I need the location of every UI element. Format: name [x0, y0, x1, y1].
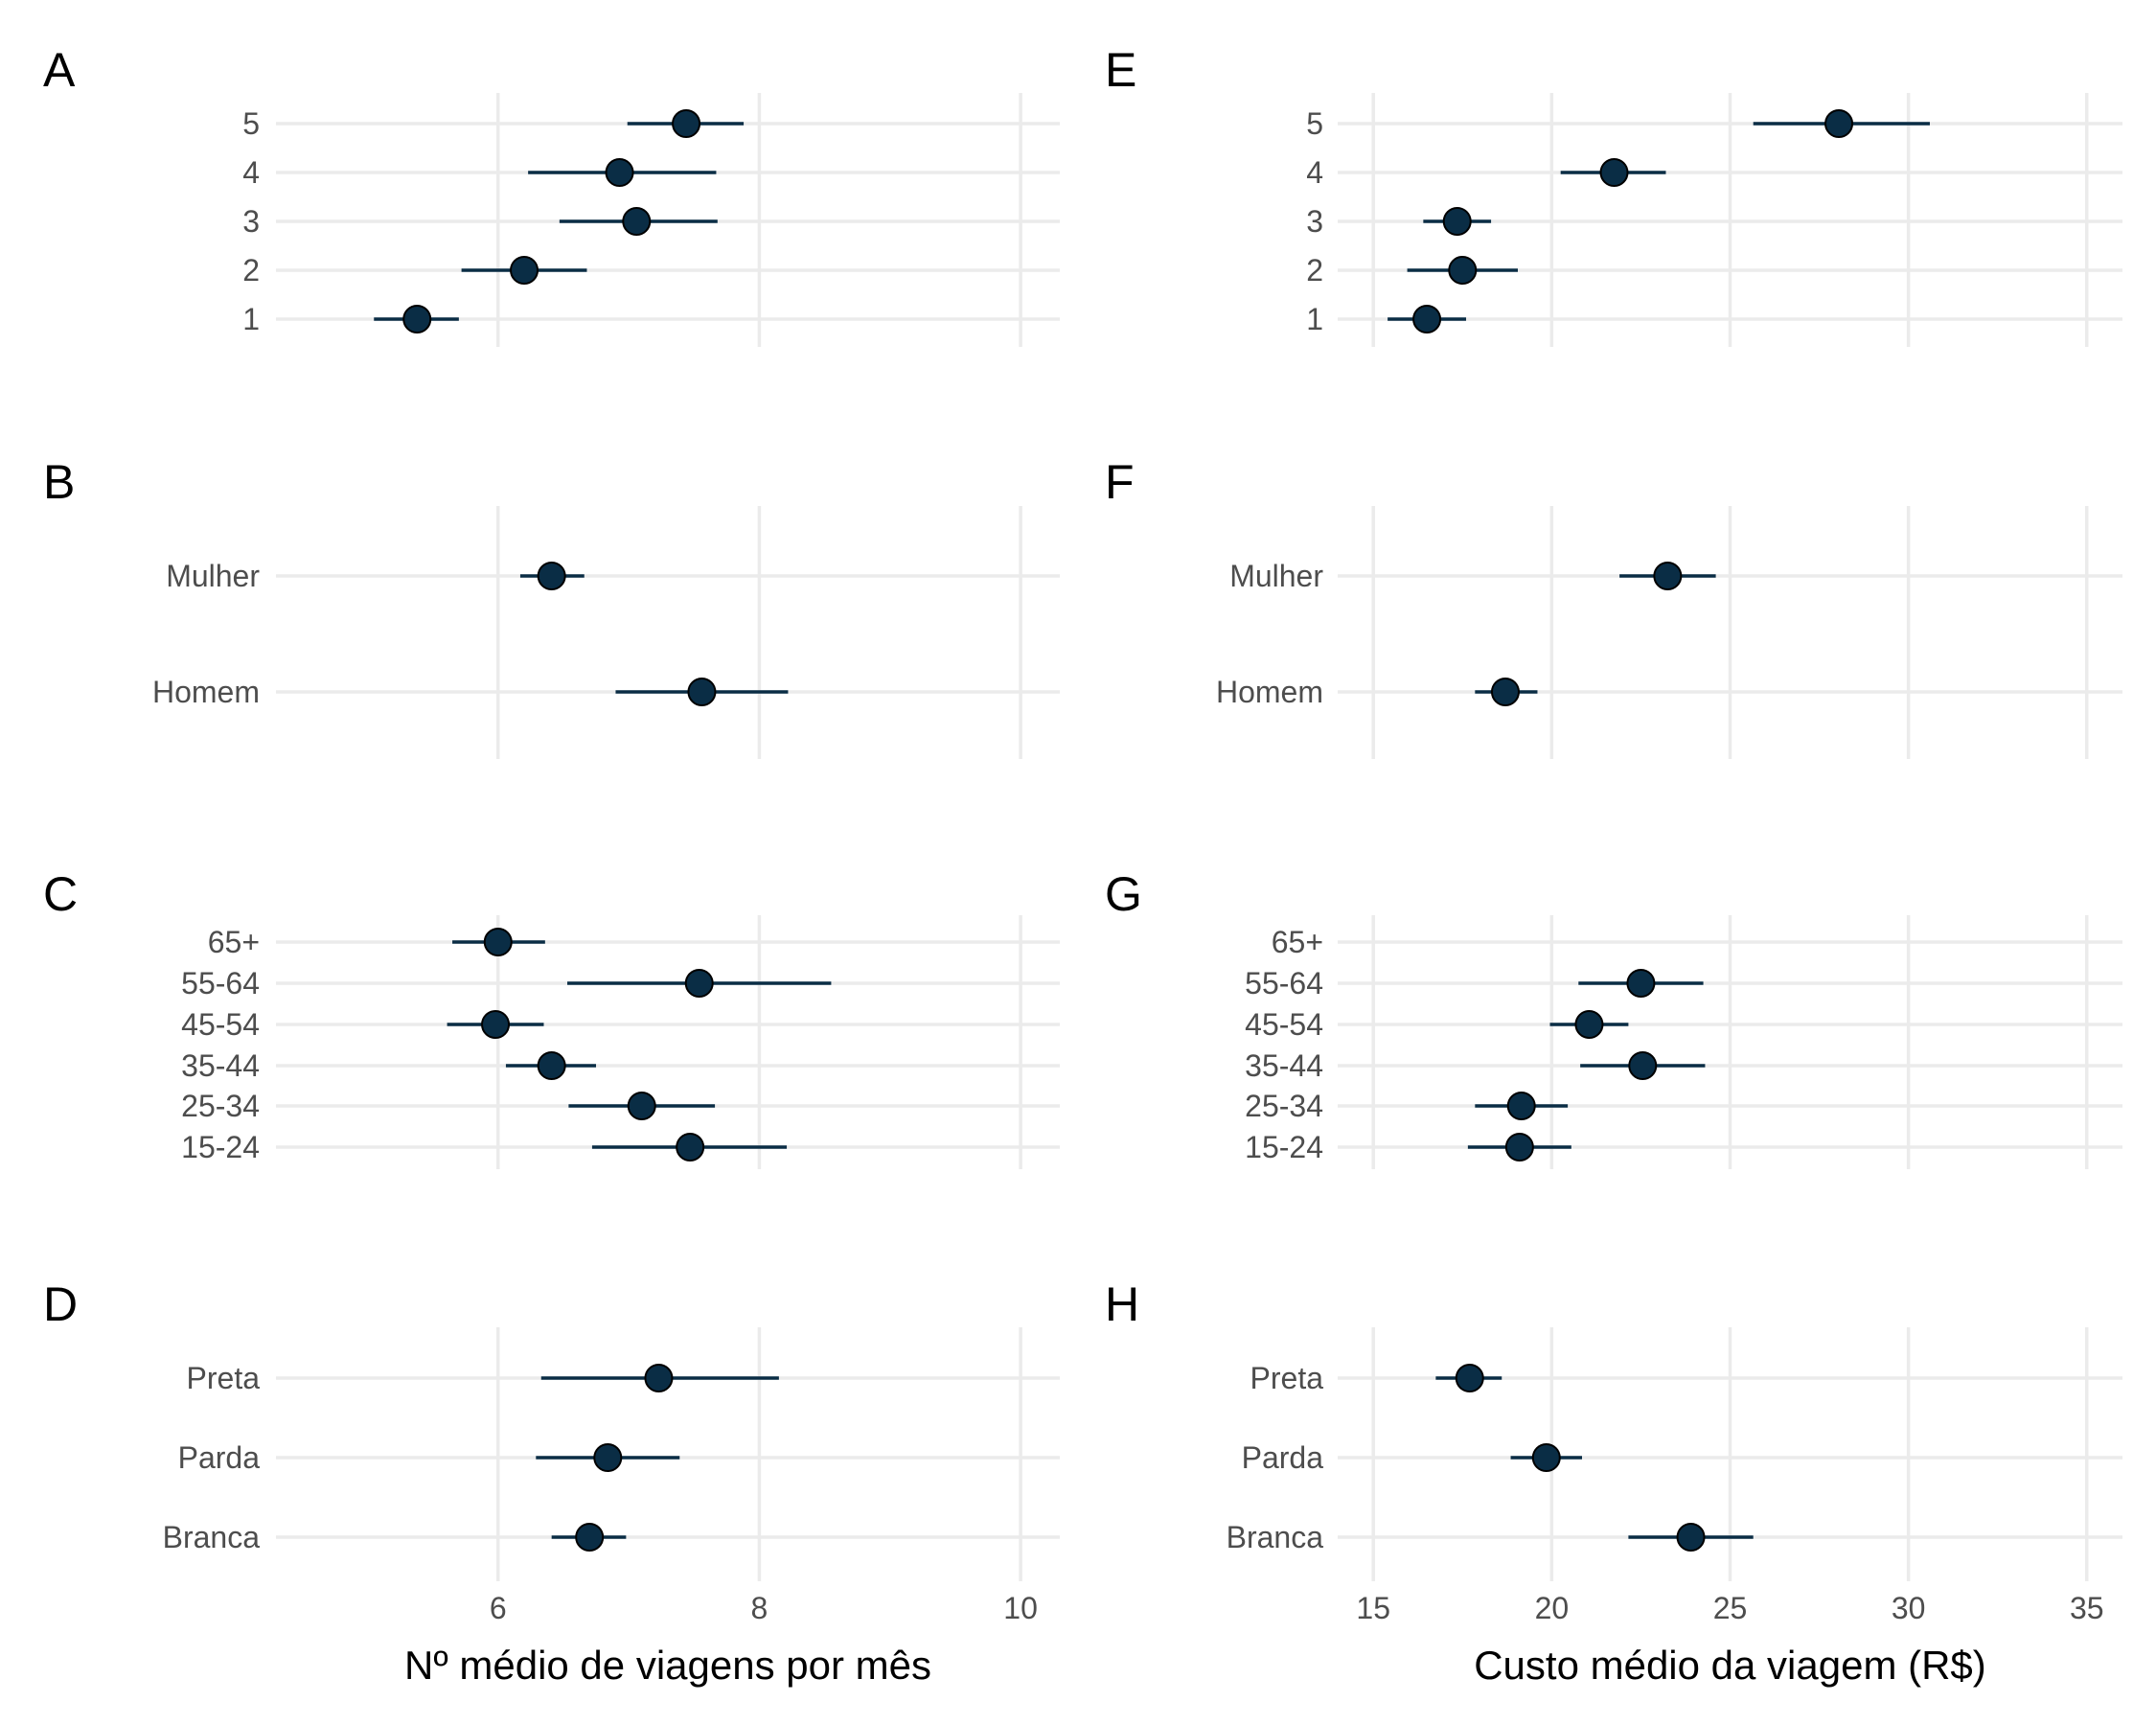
panel-c: 15-24 25-34 35-44 45-54 55-64 65+ C — [43, 867, 1060, 1169]
data-point — [1504, 1133, 1534, 1162]
y-tick-label: 55-64 — [1245, 966, 1323, 1000]
y-tick-label: 45-54 — [1245, 1007, 1323, 1042]
y-tick-label: Branca — [1227, 1520, 1324, 1554]
data-point — [1442, 207, 1472, 236]
x-tick-label: 25 — [1713, 1591, 1748, 1625]
y-tick-label: 3 — [1306, 204, 1323, 239]
panel-d: Branca Parda Preta D 6 8 10 Nº médio de viagens… — [43, 1277, 1060, 1688]
y-tick-label: 35-44 — [181, 1048, 260, 1083]
x-tick-label: 15 — [1356, 1591, 1390, 1625]
x-tick-label: 35 — [2070, 1591, 2104, 1625]
y-tick-label: 35-44 — [1245, 1048, 1323, 1083]
data-point — [481, 1010, 511, 1039]
data-point — [1626, 969, 1656, 998]
data-point — [605, 158, 634, 187]
data-point — [402, 305, 432, 334]
data-point — [575, 1523, 605, 1552]
x-tick-label: 8 — [751, 1591, 768, 1625]
data-point — [1490, 678, 1520, 706]
y-tick-label: 1 — [242, 302, 260, 336]
panel-a: 1 2 3 4 5 A — [43, 43, 1060, 347]
panel-tag: C — [43, 867, 78, 921]
panel-h: Branca Parda Preta H 15 20 25 30 35 Custo médio d… — [1105, 1277, 2122, 1688]
x-tick-label: 20 — [1535, 1591, 1570, 1625]
y-tick-label: 4 — [242, 155, 260, 190]
data-point — [676, 1133, 705, 1162]
x-tick-label: 6 — [490, 1591, 507, 1625]
x-axis-title: Nº médio de viagens por mês — [404, 1643, 931, 1688]
data-point — [1676, 1523, 1706, 1552]
data-point — [1531, 1443, 1561, 1472]
x-tick-label: 10 — [1003, 1591, 1038, 1625]
panel-e: 1 2 3 4 5 E — [1105, 43, 2122, 347]
data-point — [1455, 1364, 1484, 1392]
data-point — [483, 928, 513, 956]
y-tick-label: 2 — [1306, 253, 1323, 288]
data-point — [1574, 1010, 1604, 1039]
panel-tag: G — [1105, 867, 1142, 921]
data-point — [1599, 158, 1629, 187]
data-point — [537, 562, 566, 590]
panel-b: Homem Mulher B — [43, 455, 1060, 759]
y-tick-label: Parda — [178, 1440, 261, 1475]
y-tick-label: Homem — [152, 675, 260, 709]
y-tick-label: 65+ — [208, 925, 260, 959]
y-tick-label: Mulher — [166, 559, 260, 593]
data-point — [510, 256, 539, 285]
data-point — [622, 207, 652, 236]
x-tick-label: 30 — [1892, 1591, 1926, 1625]
panel-tag: E — [1105, 43, 1136, 97]
data-point — [684, 969, 714, 998]
data-point — [644, 1364, 674, 1392]
y-tick-label: Preta — [1250, 1361, 1324, 1395]
panel-tag: H — [1105, 1277, 1139, 1331]
data-point — [1448, 256, 1478, 285]
y-tick-label: 2 — [242, 253, 260, 288]
y-tick-label: 65+ — [1272, 925, 1323, 959]
panel-tag: F — [1105, 455, 1135, 509]
data-point — [1412, 305, 1442, 334]
y-tick-label: Homem — [1216, 675, 1323, 709]
data-point — [593, 1443, 623, 1472]
panel-f: Homem Mulher F — [1105, 455, 2122, 759]
y-tick-label: 3 — [242, 204, 260, 239]
data-point — [1506, 1092, 1536, 1120]
y-tick-label: 5 — [1306, 106, 1323, 141]
data-point — [1653, 562, 1683, 590]
y-tick-label: 55-64 — [181, 966, 260, 1000]
y-tick-label: 4 — [1306, 155, 1323, 190]
data-point — [687, 678, 717, 706]
data-point — [537, 1051, 566, 1080]
y-tick-label: 5 — [242, 106, 260, 141]
y-tick-label: Mulher — [1229, 559, 1323, 593]
data-point — [1628, 1051, 1658, 1080]
y-tick-label: 15-24 — [181, 1130, 260, 1164]
y-tick-label: Preta — [187, 1361, 261, 1395]
data-point — [1824, 109, 1854, 138]
y-tick-label: 45-54 — [181, 1007, 260, 1042]
x-axis-title: Custo médio da viagem (R$) — [1474, 1643, 1986, 1688]
panel-tag: D — [43, 1277, 78, 1331]
y-tick-label: Parda — [1242, 1440, 1324, 1475]
y-tick-label: 25-34 — [181, 1089, 260, 1123]
y-tick-label: Branca — [163, 1520, 261, 1554]
panel-tag: A — [43, 43, 76, 97]
data-point — [627, 1092, 656, 1120]
y-tick-label: 1 — [1306, 302, 1323, 336]
panel-tag: B — [43, 455, 75, 509]
y-tick-label: 25-34 — [1245, 1089, 1323, 1123]
y-tick-label: 15-24 — [1245, 1130, 1323, 1164]
panel-g: 15-24 25-34 35-44 45-54 55-64 65+ G — [1105, 867, 2122, 1169]
data-point — [672, 109, 701, 138]
